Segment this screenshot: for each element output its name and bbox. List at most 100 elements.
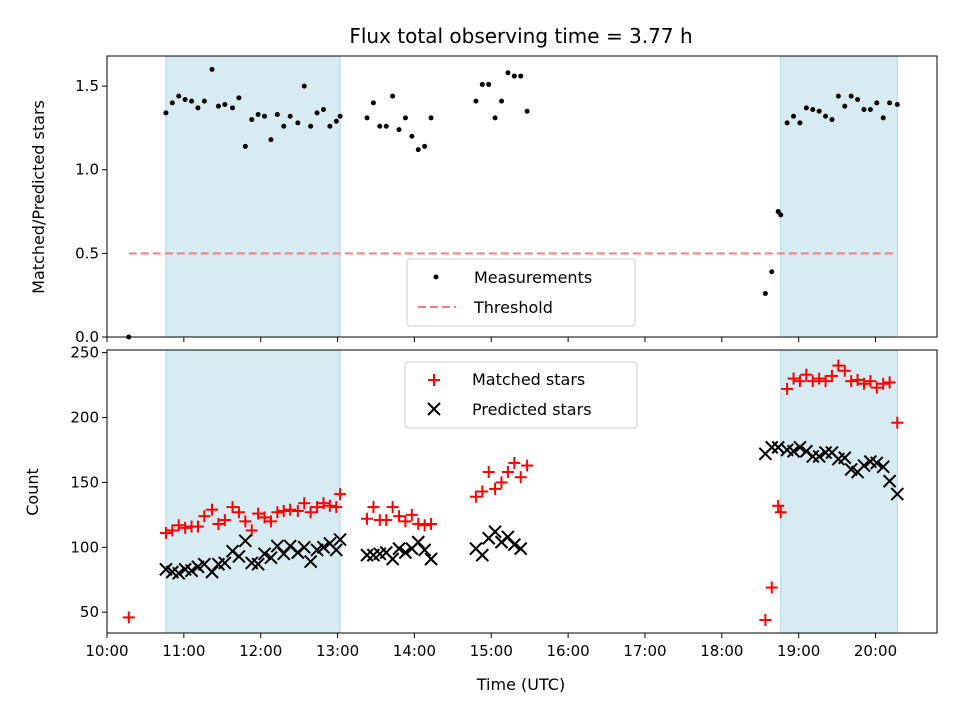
measurement-point — [791, 113, 797, 119]
legend-matched-marker — [428, 374, 440, 386]
matched-star-point — [122, 611, 135, 624]
matched-star-point — [514, 471, 527, 484]
matched-star-point — [412, 517, 425, 530]
predicted-star-point — [882, 474, 897, 488]
predicted-star-point — [303, 554, 318, 569]
measurement-point — [473, 98, 479, 104]
matched-star-point — [191, 520, 204, 533]
predicted-star-point — [184, 563, 199, 578]
matched-star-point — [330, 501, 343, 514]
measurement-point — [215, 103, 221, 109]
measurement-point — [855, 96, 861, 102]
bottom-y-tick-label: 50 — [80, 603, 99, 621]
predicted-star-point — [238, 534, 253, 548]
top-shade-0 — [165, 55, 341, 338]
predicted-star-point — [424, 552, 438, 566]
top-y-ticks: 0.0 0.5 1.0 1.5 — [75, 77, 107, 346]
matched-star-point — [405, 508, 418, 521]
measurement-point — [308, 123, 314, 129]
legend-measurements-marker — [433, 274, 439, 280]
matched-star-point — [304, 506, 317, 519]
predicted-star-point — [417, 543, 432, 557]
predicted-star-point — [218, 556, 232, 570]
top-y-tick-label: 0.5 — [75, 244, 99, 262]
matched-star-point — [317, 497, 330, 510]
predicted-star-point — [876, 460, 890, 474]
measurement-point — [511, 73, 517, 79]
predicted-star-point — [806, 449, 820, 464]
predicted-star-point — [360, 548, 374, 562]
matched-star-point — [883, 376, 896, 389]
measurement-point — [848, 93, 854, 99]
matched-star-point — [212, 517, 225, 530]
matched-star-point — [425, 517, 438, 530]
predicted-star-point — [264, 550, 278, 565]
predicted-star-point — [398, 545, 413, 560]
measurement-point — [255, 112, 261, 118]
x-tick-label: 19:00 — [777, 642, 820, 660]
predicted-star-point — [316, 540, 331, 555]
measurement-point — [327, 123, 333, 129]
measurement-point — [295, 120, 301, 126]
measurement-point — [201, 98, 207, 104]
predicted-star-point — [507, 538, 522, 552]
predicted-star-point — [818, 445, 833, 460]
measurement-point — [287, 113, 293, 119]
bottom-panel-count: 10:00 11:00 12:00 13:00 14:00 15:00 16:00 17:00… — [23, 344, 938, 694]
measurement-point — [182, 96, 188, 102]
measurement-point — [242, 143, 248, 149]
predicted-star-point — [838, 451, 852, 465]
matched-star-point — [781, 382, 794, 395]
top-y-axis-label: Matched/Predicted stars — [29, 100, 48, 294]
measurement-point — [894, 102, 900, 108]
top-legend: Measurements Threshold — [406, 258, 636, 327]
bottom-axes-frame — [106, 349, 938, 634]
predicted-star-point — [385, 552, 400, 566]
measurement-point — [887, 100, 893, 106]
predicted-star-point — [251, 557, 265, 571]
matched-star-point — [774, 506, 787, 519]
measurement-point — [390, 93, 396, 99]
measurement-point — [274, 112, 280, 118]
predicted-star-point — [870, 456, 884, 470]
measurement-point — [370, 100, 376, 106]
measurement-point — [769, 269, 775, 275]
matched-star-point — [832, 359, 845, 372]
matched-star-point — [245, 524, 258, 537]
matched-star-point — [845, 375, 858, 388]
matched-star-point — [264, 515, 277, 528]
matched-star-point — [825, 369, 838, 382]
matched-star-point — [284, 503, 297, 516]
matched-star-point — [489, 482, 502, 495]
measurement-point — [377, 123, 383, 129]
x-axis-label: Time (UTC) — [476, 675, 565, 694]
matched-star-point — [386, 501, 399, 514]
top-y-tick-label: 1.5 — [75, 77, 99, 95]
legend-threshold-label: Threshold — [473, 298, 553, 317]
matched-star-point — [838, 364, 851, 377]
measurement-point — [314, 110, 320, 116]
matched-star-point — [813, 372, 826, 385]
bottom-y-tick-label: 100 — [70, 538, 99, 556]
measurement-point — [874, 100, 880, 106]
matched-star-point — [469, 490, 482, 503]
matched-star-point — [239, 515, 252, 528]
measurement-point — [195, 105, 201, 111]
measurement-point — [209, 66, 215, 72]
bottom-y-tick-label: 250 — [70, 344, 99, 362]
top-y-tick-label: 0.0 — [75, 328, 99, 346]
matched-star-point — [501, 466, 514, 479]
bottom-x-ticks: 10:00 11:00 12:00 13:00 14:00 15:00 16:00 17:00… — [85, 633, 897, 660]
matched-star-point — [159, 527, 172, 540]
x-tick-label: 17:00 — [623, 642, 666, 660]
measurement-point — [479, 81, 485, 87]
top-y-tick-label: 1.0 — [75, 161, 99, 179]
measurement-point — [163, 110, 169, 116]
x-tick-label: 11:00 — [162, 642, 205, 660]
legend-matched-label: Matched stars — [472, 370, 585, 389]
measurement-point — [268, 137, 274, 143]
bottom-legend: Matched stars Predicted stars — [404, 361, 638, 429]
matched-star-point — [323, 499, 336, 512]
measurement-point — [762, 291, 768, 297]
top-panel-ratio: 0.0 0.5 1.0 1.5 Matched/Predicted stars Mea… — [29, 55, 938, 346]
